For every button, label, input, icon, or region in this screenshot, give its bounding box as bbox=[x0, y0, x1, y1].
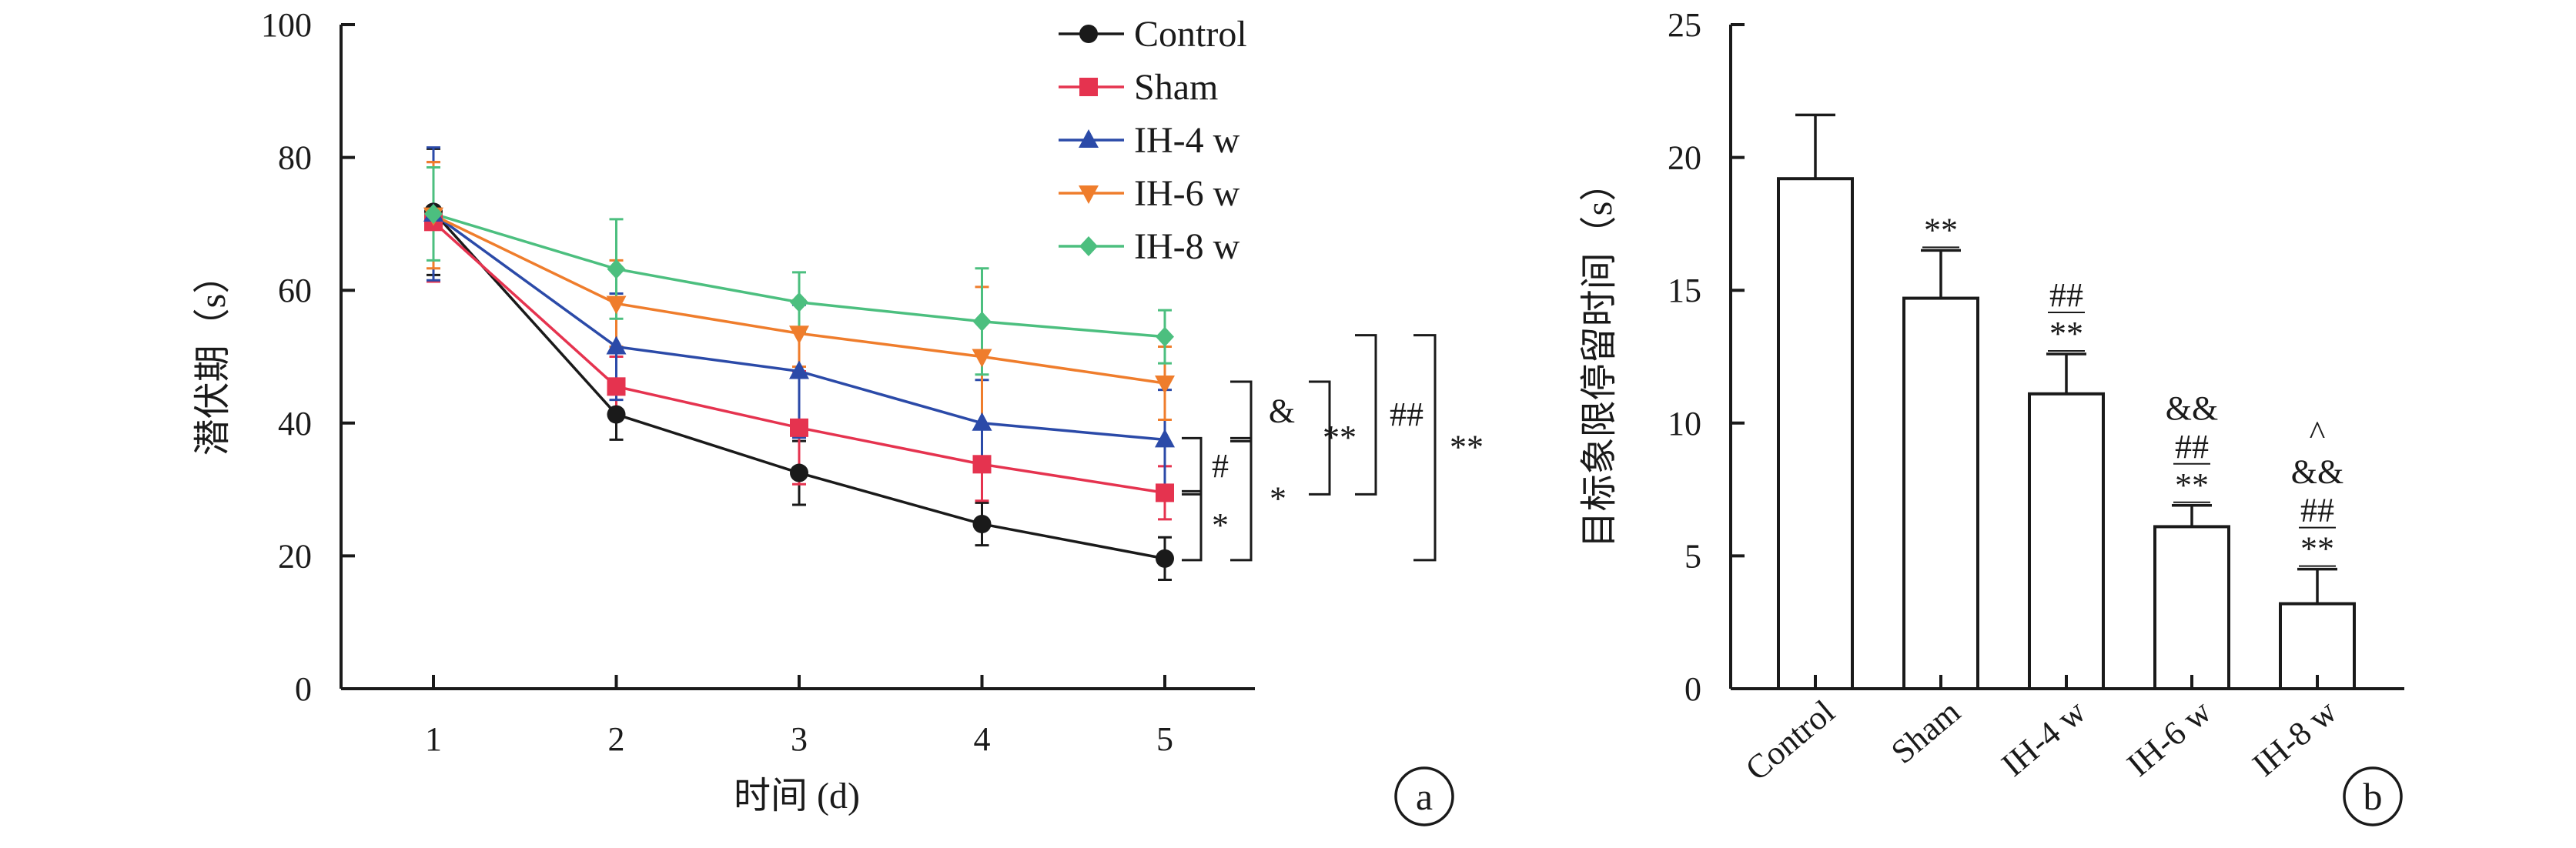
bar-annotation: ^ bbox=[2310, 415, 2326, 452]
legend-item-control: Control bbox=[1059, 14, 1247, 55]
significance-label: & bbox=[1269, 392, 1295, 430]
bar-annotation: ** bbox=[2300, 530, 2334, 568]
legend-item-ih-8-w: IH-8 w bbox=[1059, 226, 1240, 267]
panel-b-y-tick-label: 25 bbox=[1668, 6, 1701, 44]
panel-a-point-ih-4-w bbox=[789, 360, 809, 379]
panel-b-x-tick-label: Sham bbox=[1884, 693, 1967, 771]
legend-marker-control bbox=[1079, 25, 1098, 43]
panel-b-y-tick-label: 15 bbox=[1668, 272, 1701, 309]
bar-sham bbox=[1902, 296, 1979, 690]
panel-a-point-ih-4-w bbox=[972, 412, 992, 431]
panel-a-label-circle bbox=[1394, 766, 1454, 826]
significance-label: # bbox=[1212, 447, 1229, 485]
significance-label: ## bbox=[1390, 396, 1423, 433]
panel-a-y-tick-label: 100 bbox=[261, 6, 312, 44]
panel-b-x-tick-label: IH-6 w bbox=[2120, 693, 2219, 784]
panel-a-line-chart: 0 20 40 60 80 100 1 2 3 4 5 时间 (d) 潜伏期（s） Control… bbox=[192, 6, 1484, 826]
bar-ih-4-w bbox=[2028, 392, 2105, 690]
panel-a-y-tick-label: 80 bbox=[278, 139, 312, 177]
legend-item-ih-6-w: IH-6 w bbox=[1059, 173, 1240, 214]
bar-annotation: ** bbox=[2175, 466, 2209, 504]
panel-a-x-tick-label: 2 bbox=[608, 720, 625, 758]
significance-label: ** bbox=[1323, 419, 1357, 456]
panel-a-point-control bbox=[790, 463, 808, 482]
panel-a-x-tick-label: 5 bbox=[1156, 720, 1173, 758]
legend-marker-ih-4-w bbox=[1079, 129, 1099, 148]
panel-a-point-ih-4-w bbox=[1155, 429, 1175, 448]
significance-bracket bbox=[1230, 380, 1253, 442]
panel-a-point-sham bbox=[607, 377, 626, 396]
bar-annotation: ## bbox=[2049, 276, 2083, 314]
panel-a-point-control bbox=[607, 405, 626, 424]
panel-a-point-sham bbox=[972, 455, 992, 474]
legend-label-control: Control bbox=[1134, 14, 1247, 55]
significance-label: * bbox=[1270, 480, 1286, 518]
panel-b-label: b bbox=[2364, 775, 2383, 818]
panel-b-y-tick-label: 5 bbox=[1684, 537, 1701, 575]
panel-a-x-tick-label: 1 bbox=[425, 720, 442, 758]
panel-a-y-tick-label: 60 bbox=[278, 272, 312, 309]
panel-b-y-tick-label: 0 bbox=[1684, 670, 1701, 708]
bar-annotation: && bbox=[2166, 389, 2218, 427]
panel-b-y-label: 目标象限停留时间（s） bbox=[1579, 165, 1620, 549]
panel-a-x-tick-label: 3 bbox=[791, 720, 808, 758]
panel-a-point-ih-8-w bbox=[607, 259, 626, 279]
panel-a-y-tick-label: 20 bbox=[278, 537, 312, 575]
panel-a-point-ih-6-w bbox=[789, 326, 809, 345]
significance-label: * bbox=[1212, 506, 1229, 544]
panel-a-point-ih-6-w bbox=[606, 295, 627, 315]
panel-a-x-label: 时间 (d) bbox=[734, 776, 860, 816]
bar-annotation: && bbox=[2291, 453, 2343, 491]
panel-a-y-label: 潜伏期（s） bbox=[192, 257, 233, 456]
bar-annotation: ## bbox=[2300, 492, 2334, 529]
legend-item-ih-4-w: IH-4 w bbox=[1059, 120, 1240, 161]
bar-annotation: ## bbox=[2175, 428, 2209, 466]
panel-b-x-tick-label: IH-4 w bbox=[1995, 693, 2093, 784]
panel-a-y-tick-label: 0 bbox=[295, 670, 312, 708]
significance-bracket bbox=[1355, 334, 1377, 496]
panel-a-point-ih-6-w bbox=[1155, 376, 1175, 395]
panel-b-label-circle bbox=[2343, 766, 2403, 826]
panel-a-x-tick-label: 4 bbox=[974, 720, 991, 758]
panel-a-point-sham bbox=[790, 418, 808, 437]
bar-control bbox=[1777, 177, 1854, 690]
panel-a-point-control bbox=[1156, 549, 1174, 568]
panel-a-label: a bbox=[1416, 775, 1433, 818]
legend-item-sham: Sham bbox=[1059, 67, 1218, 108]
significance-label: ** bbox=[1450, 429, 1484, 466]
bar-ih-6-w bbox=[2153, 525, 2230, 690]
significance-bracket bbox=[1413, 334, 1437, 562]
panel-a-point-ih-8-w bbox=[972, 311, 992, 332]
legend-label-ih-6-w: IH-6 w bbox=[1134, 173, 1240, 214]
panel-a-point-ih-6-w bbox=[972, 349, 992, 368]
significance-bracket bbox=[1182, 489, 1203, 562]
panel-a-point-ih-8-w bbox=[790, 292, 808, 312]
panel-a-point-ih-4-w bbox=[606, 336, 627, 355]
legend-label-ih-4-w: IH-4 w bbox=[1134, 120, 1240, 161]
panel-a-point-ih-8-w bbox=[424, 203, 443, 224]
panel-b-y-tick-label: 20 bbox=[1668, 139, 1701, 177]
bar-annotation: ** bbox=[1924, 211, 1958, 249]
legend-label-sham: Sham bbox=[1134, 67, 1218, 108]
legend-label-ih-8-w: IH-8 w bbox=[1134, 226, 1240, 267]
significance-bracket bbox=[1182, 436, 1203, 496]
legend-marker-ih-8-w bbox=[1079, 236, 1098, 256]
panel-a-point-control bbox=[972, 514, 992, 533]
panel-a-y-tick-label: 40 bbox=[278, 405, 312, 442]
legend-marker-sham bbox=[1079, 78, 1098, 96]
panel-a-point-sham bbox=[1156, 483, 1174, 502]
panel-a-point-ih-8-w bbox=[1156, 326, 1174, 347]
panel-b-x-tick-label: IH-8 w bbox=[2246, 693, 2344, 784]
significance-bracket bbox=[1309, 380, 1331, 496]
panel-b-y-tick-label: 10 bbox=[1668, 405, 1701, 442]
panel-b-x-tick-label: Control bbox=[1738, 693, 1842, 788]
significance-bracket bbox=[1230, 436, 1253, 562]
legend-marker-ih-6-w bbox=[1079, 185, 1099, 204]
bar-annotation: ** bbox=[2049, 315, 2083, 352]
